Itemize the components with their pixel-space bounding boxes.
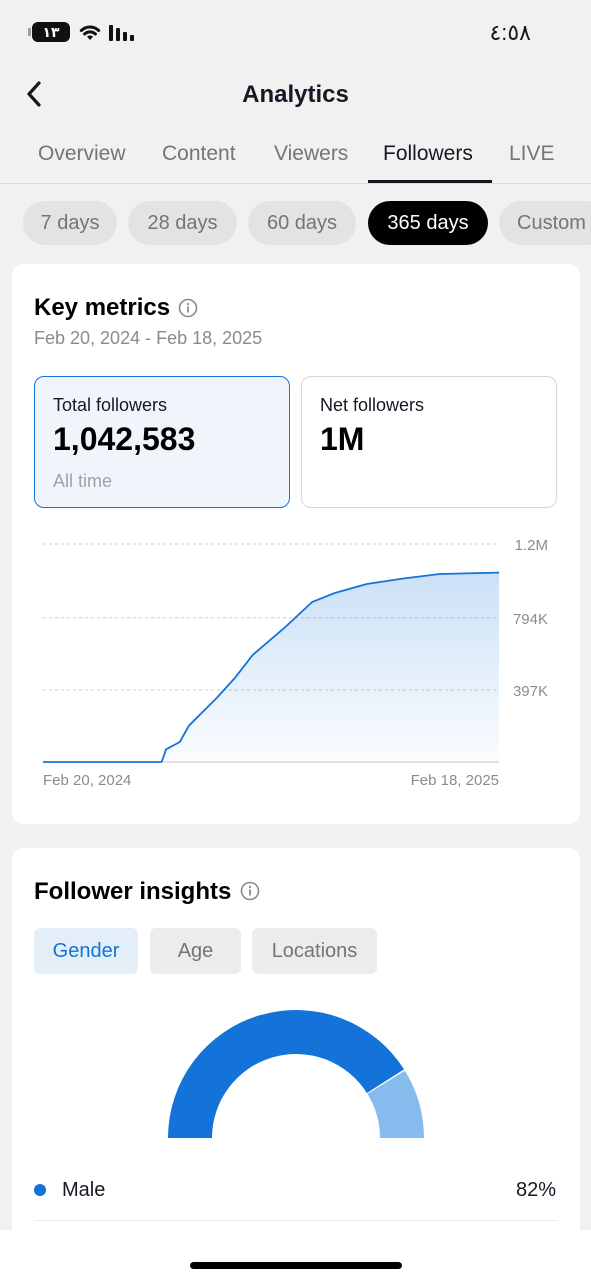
y-tick-label: 1.2M	[515, 537, 548, 554]
range-7-days[interactable]: 7 days	[23, 201, 117, 245]
home-bar	[0, 1230, 591, 1280]
followers-chart: 397K 794K 1.2M Feb 20, 2024 Feb 18, 2025	[43, 537, 548, 789]
chevron-left-icon	[27, 81, 41, 107]
info-icon[interactable]	[178, 298, 198, 318]
range-365-days[interactable]: 365 days	[368, 201, 488, 245]
total-followers-label: Total followers	[53, 395, 168, 415]
tab-active-indicator	[368, 180, 492, 183]
y-tick-label: 794K	[513, 611, 548, 628]
insights-tab-age[interactable]: Age	[150, 928, 241, 974]
page-title: Analytics	[242, 81, 349, 108]
gender-segment-other	[367, 1070, 424, 1138]
y-tick-label: 397K	[513, 683, 548, 700]
range-custom[interactable]: Custom	[499, 201, 591, 245]
nav-bar: Analytics	[0, 64, 591, 126]
divider	[34, 1220, 558, 1221]
net-followers-value: 1M	[320, 421, 365, 457]
signal-icon	[109, 25, 134, 41]
net-followers-card[interactable]: Net followers 1M	[301, 376, 557, 508]
total-followers-period: All time	[53, 471, 113, 491]
tab-viewers[interactable]: Viewers	[274, 142, 349, 165]
male-legend-value: 82%	[515, 1179, 556, 1201]
battery-level: ١٣	[42, 24, 60, 40]
total-followers-card[interactable]: Total followers 1,042,583 All time	[34, 376, 290, 508]
insights-tab-locations[interactable]: Locations	[252, 928, 377, 974]
total-followers-value: 1,042,583	[53, 421, 196, 457]
info-icon[interactable]	[240, 881, 260, 901]
tab-live[interactable]: LIVE	[509, 142, 555, 165]
gender-segment-male	[168, 1010, 405, 1138]
followers-area	[43, 572, 499, 762]
date-range-label: Feb 20, 2024 - Feb 18, 2025	[34, 328, 263, 348]
tab-followers[interactable]: Followers	[383, 142, 473, 165]
key-metrics-card: Key metrics Feb 20, 2024 - Feb 18, 2025 …	[12, 264, 580, 824]
insights-tab-gender[interactable]: Gender	[34, 928, 138, 974]
tab-content[interactable]: Content	[162, 142, 236, 165]
status-bar: ١٣ ٤:٥٨	[0, 0, 591, 64]
followers-line	[43, 571, 500, 763]
wifi-icon	[79, 25, 101, 40]
date-range-selector: 7 days 28 days 60 days 365 days Custom	[0, 184, 591, 262]
male-legend-label: Male	[62, 1179, 106, 1201]
follower-insights-card: Follower insights Gender Age Locations M…	[12, 848, 580, 1268]
tab-bar: Overview Content Viewers Followers LIVE	[0, 126, 591, 184]
follower-insights-title: Follower insights	[34, 878, 232, 905]
home-indicator	[190, 1262, 402, 1269]
x-tick-label: Feb 18, 2025	[411, 772, 499, 789]
net-followers-label: Net followers	[320, 395, 425, 415]
key-metrics-title: Key metrics	[34, 294, 171, 321]
back-button[interactable]	[16, 76, 52, 112]
battery-icon: ١٣	[28, 22, 70, 42]
gender-gauge-chart	[168, 1010, 424, 1138]
range-28-days[interactable]: 28 days	[128, 201, 237, 245]
male-legend-dot	[34, 1184, 46, 1196]
range-60-days[interactable]: 60 days	[248, 201, 356, 245]
tab-overview[interactable]: Overview	[38, 142, 126, 165]
clock: ٤:٥٨	[489, 20, 531, 45]
x-tick-label: Feb 20, 2024	[43, 772, 131, 789]
